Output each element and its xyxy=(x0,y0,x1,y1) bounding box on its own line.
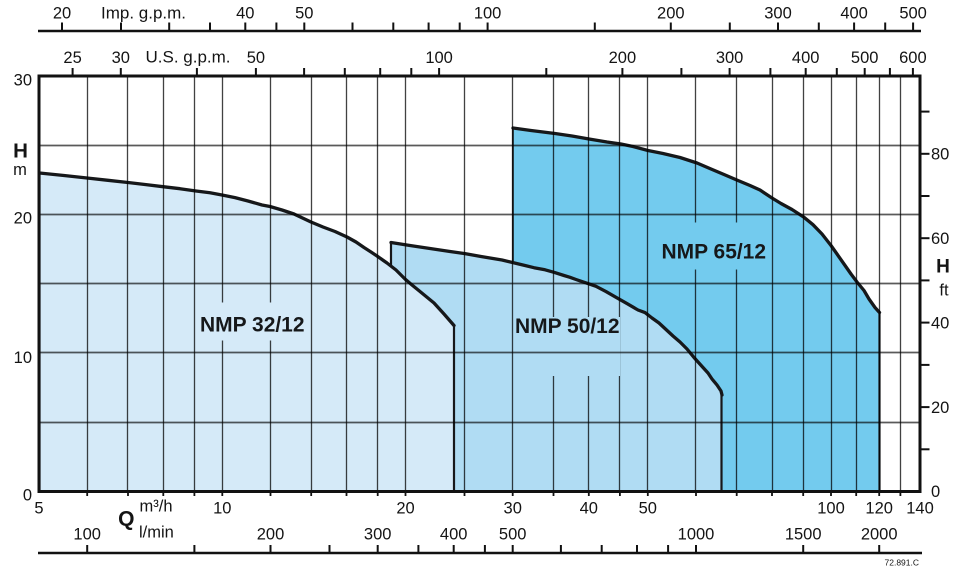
svg-text:l/min: l/min xyxy=(139,524,174,542)
svg-text:300: 300 xyxy=(716,49,744,67)
svg-text:300: 300 xyxy=(364,526,392,544)
svg-text:30: 30 xyxy=(504,500,522,518)
svg-text:5: 5 xyxy=(34,500,43,518)
svg-text:0: 0 xyxy=(23,487,32,505)
svg-text:100: 100 xyxy=(425,49,453,67)
svg-text:ft: ft xyxy=(939,282,949,300)
svg-text:120: 120 xyxy=(865,500,893,518)
svg-text:1500: 1500 xyxy=(785,526,822,544)
svg-text:NMP 32/12: NMP 32/12 xyxy=(200,313,305,337)
svg-text:Q: Q xyxy=(118,508,134,531)
svg-text:200: 200 xyxy=(257,526,285,544)
svg-text:10: 10 xyxy=(213,500,231,518)
svg-text:400: 400 xyxy=(440,526,468,544)
svg-text:50: 50 xyxy=(295,5,313,23)
svg-text:Imp. g.p.m.: Imp. g.p.m. xyxy=(101,4,186,23)
svg-text:2000: 2000 xyxy=(861,526,898,544)
svg-text:10: 10 xyxy=(14,349,32,367)
svg-text:140: 140 xyxy=(906,500,934,518)
svg-text:400: 400 xyxy=(792,49,820,67)
svg-text:U.S. g.p.m.: U.S. g.p.m. xyxy=(146,48,231,67)
svg-text:100: 100 xyxy=(817,500,845,518)
svg-text:400: 400 xyxy=(840,5,868,23)
svg-text:0: 0 xyxy=(931,483,940,501)
svg-text:300: 300 xyxy=(764,5,792,23)
svg-text:20: 20 xyxy=(53,5,71,23)
svg-text:m: m xyxy=(13,161,27,179)
svg-text:20: 20 xyxy=(14,210,32,228)
svg-text:50: 50 xyxy=(247,49,265,67)
svg-text:H: H xyxy=(936,257,950,278)
svg-text:60: 60 xyxy=(931,230,949,248)
svg-text:30: 30 xyxy=(112,49,130,67)
svg-text:1000: 1000 xyxy=(678,526,715,544)
svg-text:200: 200 xyxy=(609,49,637,67)
svg-text:NMP 65/12: NMP 65/12 xyxy=(662,240,767,264)
svg-text:100: 100 xyxy=(474,5,502,23)
svg-text:72.891.C: 72.891.C xyxy=(885,558,920,568)
svg-text:H: H xyxy=(13,140,28,163)
svg-text:40: 40 xyxy=(580,500,598,518)
svg-text:20: 20 xyxy=(396,500,414,518)
svg-text:100: 100 xyxy=(73,526,101,544)
svg-text:600: 600 xyxy=(899,49,927,67)
svg-text:40: 40 xyxy=(931,314,949,332)
svg-text:20: 20 xyxy=(931,399,949,417)
svg-text:30: 30 xyxy=(14,72,32,90)
svg-text:50: 50 xyxy=(639,500,657,518)
svg-text:80: 80 xyxy=(931,146,949,164)
svg-text:25: 25 xyxy=(63,49,81,67)
svg-text:40: 40 xyxy=(236,5,254,23)
svg-text:NMP 50/12: NMP 50/12 xyxy=(515,314,620,338)
svg-text:500: 500 xyxy=(851,49,879,67)
svg-text:500: 500 xyxy=(499,526,527,544)
svg-text:500: 500 xyxy=(899,5,927,23)
svg-text:200: 200 xyxy=(657,5,685,23)
svg-text:m³/h: m³/h xyxy=(140,498,173,516)
